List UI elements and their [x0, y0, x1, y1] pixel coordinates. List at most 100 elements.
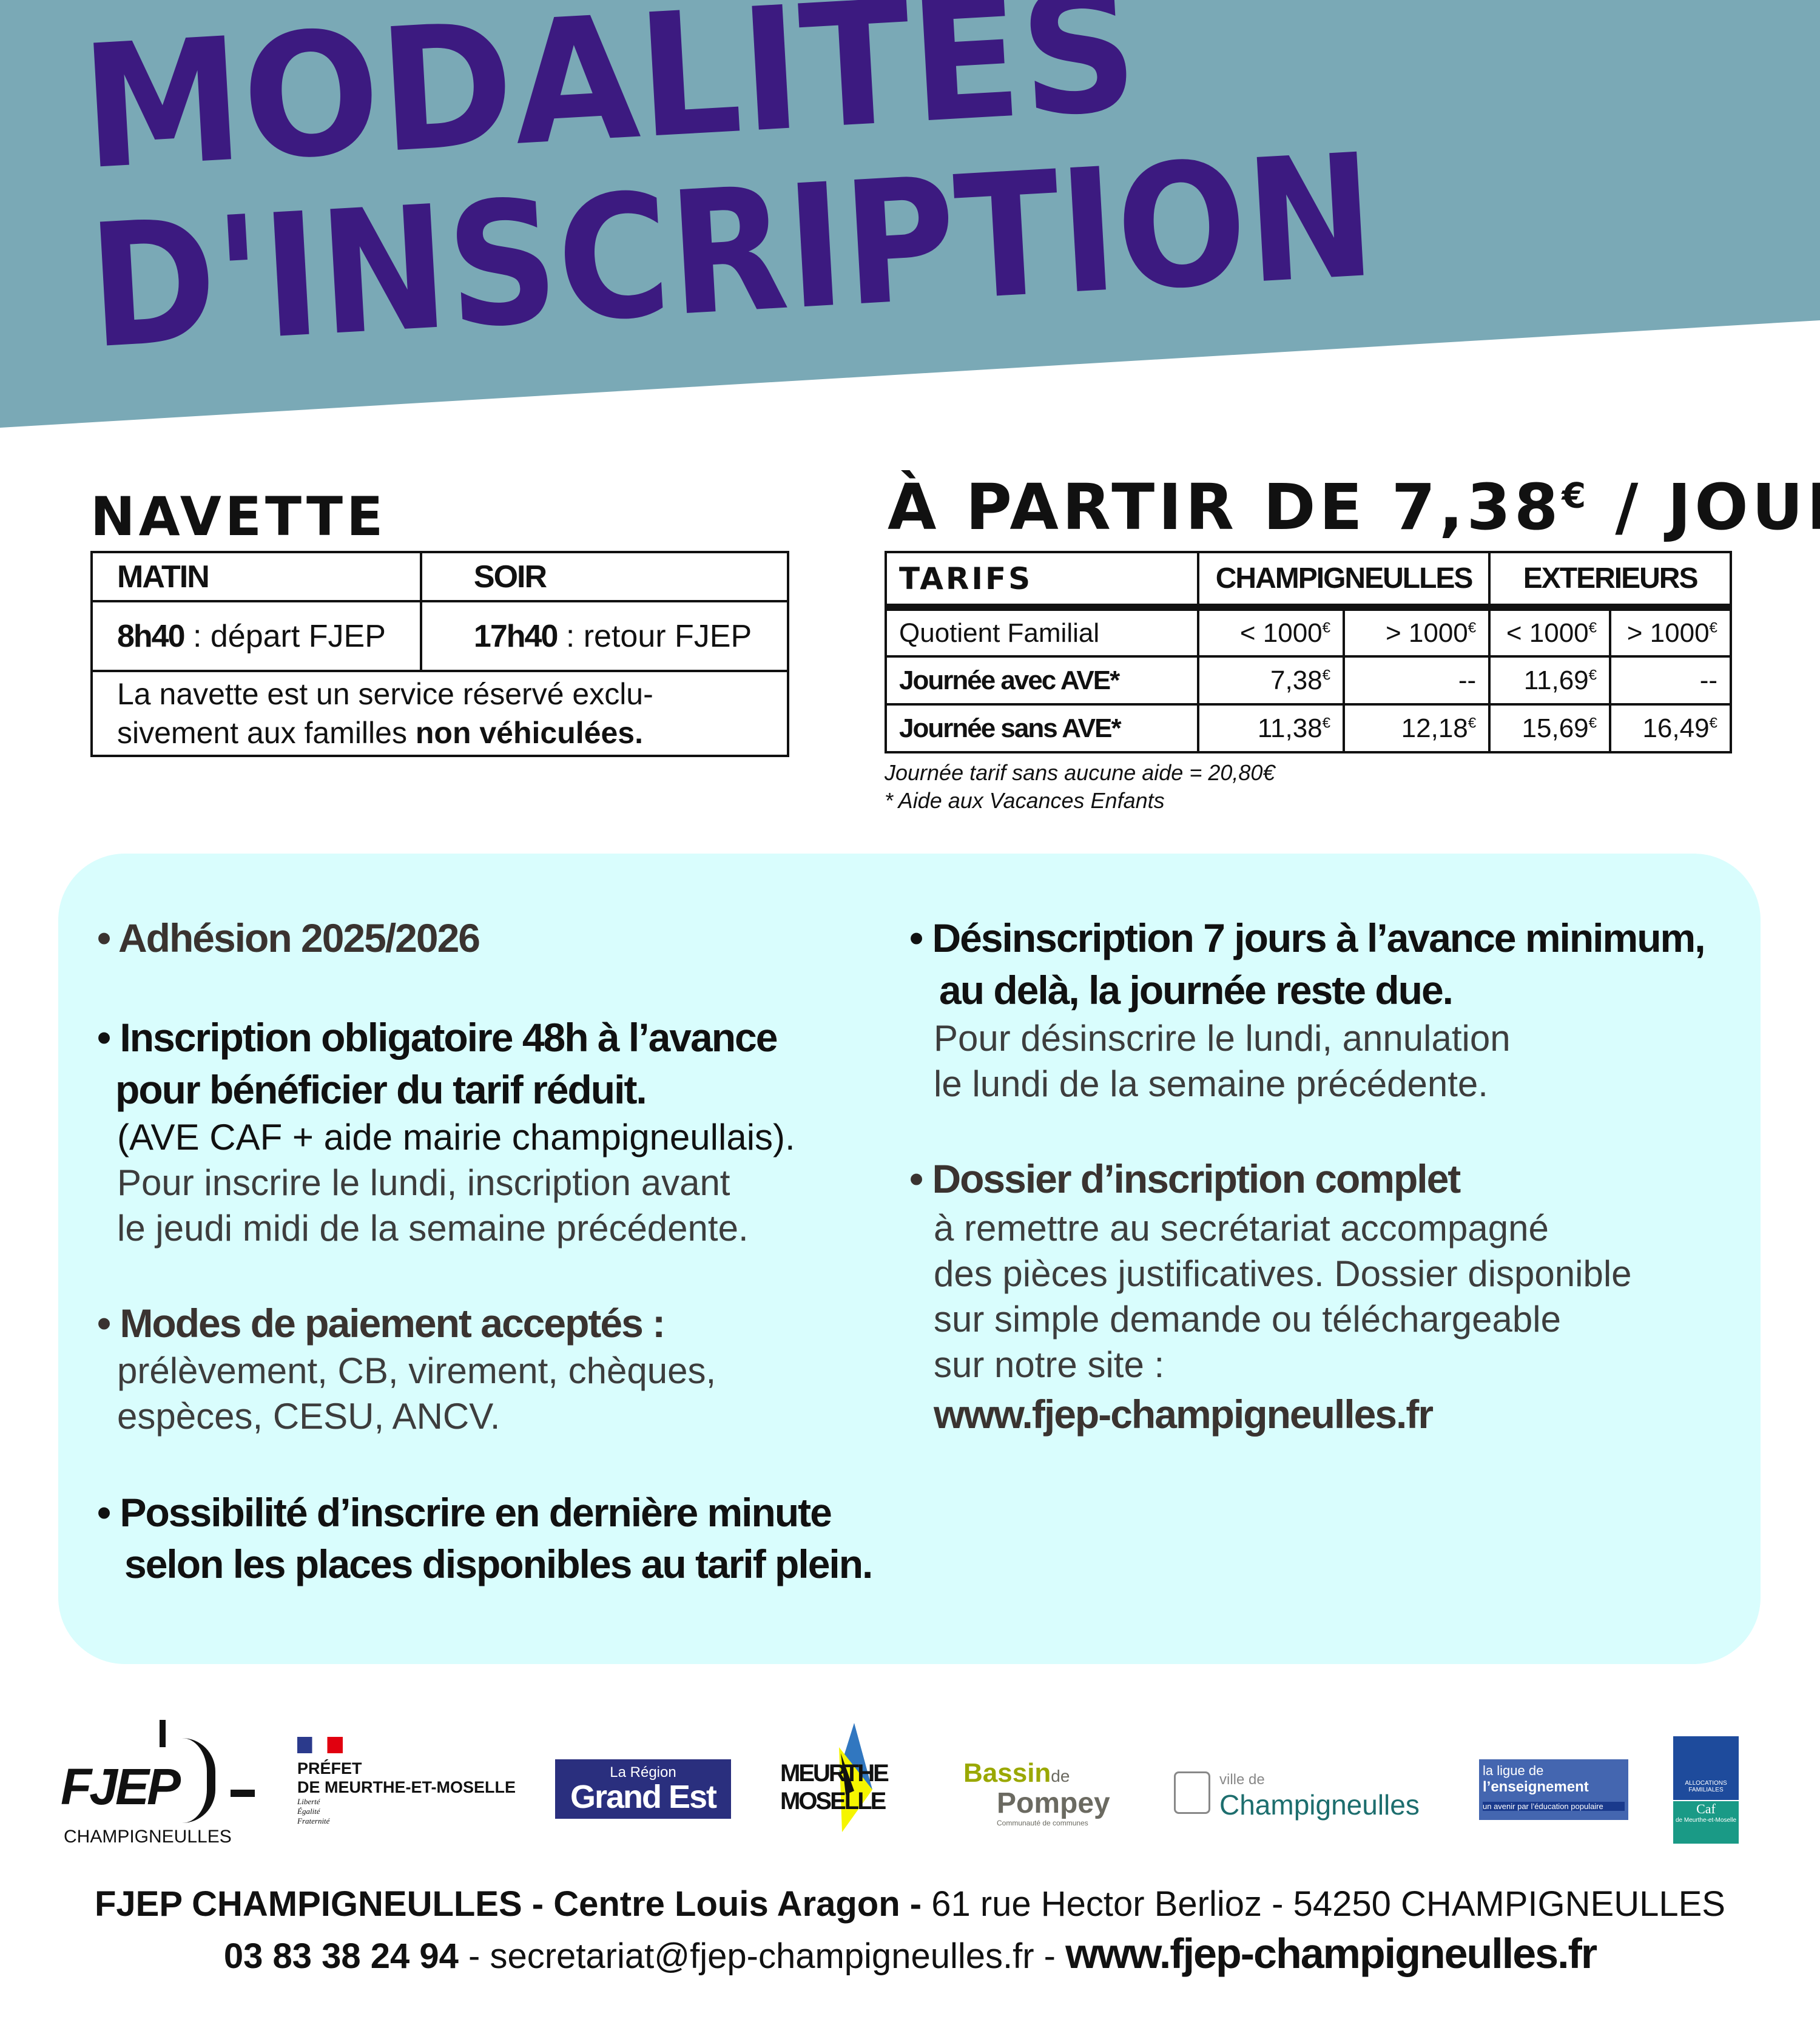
ligue-enseignement-logo: la ligue de l’enseignement un avenir par…: [1479, 1759, 1628, 1820]
navette-table: MATIN SOIR 8h40 : départ FJEP 17h40 : reto…: [90, 551, 790, 757]
euro-sign: €: [1588, 714, 1597, 731]
headline-euro: €: [1562, 476, 1590, 516]
time: 8h40: [117, 618, 186, 654]
meurthe-moselle-logo: MEURTHE MOSELLE: [763, 1723, 921, 1832]
tarif-cell: < 1000€: [1488, 606, 1612, 658]
pompey-text: Bassin: [963, 1758, 1051, 1788]
tarifs-header: TARIFS: [885, 551, 1199, 608]
row-label: Journée sans AVE*: [885, 703, 1199, 753]
footer-contact: 03 83 38 24 94 - secretariat@fjep-champi…: [0, 1929, 1820, 1978]
cell-value: 16,49: [1642, 713, 1710, 743]
ville-champigneulles-logo: ville de Champigneulles: [1219, 1771, 1420, 1821]
caf-green: Caf de Meurthe-et-Moselle: [1673, 1801, 1739, 1844]
desinscription-item: • Désinscription 7 jours à l’avance mini…: [909, 915, 1706, 960]
ville-text: ville de: [1219, 1771, 1265, 1788]
desinscription-detail: le lundi de la semaine précédente.: [934, 1063, 1488, 1104]
headline-price: 7,38: [1391, 470, 1562, 544]
ligue-text: la ligue de: [1483, 1763, 1544, 1778]
desc: : départ FJEP: [184, 618, 386, 654]
tarif-cell: 11,38€: [1196, 703, 1346, 753]
pompey-sub: Communauté de communes: [997, 1819, 1088, 1827]
fjep-text: FJEP: [61, 1758, 181, 1815]
inscription-item-2: pour bénéficier du tarif réduit.: [115, 1067, 647, 1112]
euro-sign: €: [1468, 619, 1477, 636]
cell-value: 15,69: [1522, 713, 1589, 743]
address: 61 rue Hector Berlioz - 54250 CHAMPIGNEU…: [922, 1884, 1725, 1924]
row-label: Journée avec AVE*: [885, 655, 1199, 706]
phone[interactable]: 03 83 38 24 94: [223, 1936, 459, 1976]
tarif-cell: < 1000€: [1196, 606, 1346, 658]
fjep-ray: [160, 1720, 166, 1747]
tarif-note: Journée tarif sans aucune aide = 20,80€: [885, 760, 1275, 785]
ville-text: Champigneulles: [1219, 1789, 1420, 1821]
tarif-cell: > 1000€: [1609, 606, 1732, 658]
sep: -: [458, 1936, 490, 1976]
inscription-detail: Pour inscrire le lundi, inscription avan…: [117, 1162, 730, 1203]
navette-title: NAVETTE: [90, 485, 387, 548]
dossier-detail: à remettre au secrétariat accompagné: [934, 1208, 1549, 1249]
note-bold: non véhiculées.: [415, 716, 643, 750]
cell-value: < 1000: [1506, 618, 1589, 648]
ave-footnote: * Aide aux Vacances Enfants: [885, 788, 1165, 813]
euro-sign: €: [1709, 619, 1717, 636]
prefet-text: DE MEURTHE-ET-MOSELLE: [297, 1778, 516, 1796]
euro-sign: €: [1468, 714, 1477, 731]
paiement-detail: prélèvement, CB, virement, chèques,: [117, 1350, 716, 1391]
dossier-detail: sur notre site :: [934, 1344, 1165, 1385]
cell-value: --: [1458, 665, 1477, 695]
soir-time: 17h40 : retour FJEP: [419, 600, 790, 672]
prefet-text: PRÉFET: [297, 1759, 362, 1778]
pompey-de: de: [1051, 1767, 1070, 1785]
grand-est-logo: La Région Grand Est: [555, 1759, 731, 1819]
paiement-item: • Modes de paiement acceptés :: [97, 1301, 666, 1346]
caf-logo: ALLOCATIONS FAMILIALES Caf de Meurthe-et-…: [1673, 1736, 1739, 1844]
exterieurs-header: EXTERIEURS: [1488, 551, 1732, 608]
email-link[interactable]: secretariat@fjep-champigneulles.fr: [490, 1936, 1034, 1976]
euro-sign: €: [1709, 714, 1717, 731]
paiement-detail: espèces, CESU, ANCV.: [117, 1396, 500, 1437]
champigneulles-crest-icon: [1174, 1771, 1210, 1814]
time: 17h40: [473, 618, 558, 654]
fjep-sub: CHAMPIGNEULLES: [64, 1827, 232, 1847]
info-panel: [58, 854, 1761, 1664]
note-text: La navette est un service réservé exclu-…: [117, 677, 653, 750]
sep: -: [1034, 1936, 1066, 1976]
inscription-detail: le jeudi midi de la semaine précédente.: [117, 1208, 749, 1249]
ligue-text: l’enseignement: [1483, 1779, 1589, 1795]
tarif-cell: > 1000€: [1343, 606, 1491, 658]
matin-time: 8h40 : départ FJEP: [90, 600, 422, 672]
footer-address: FJEP CHAMPIGNEULLES - Centre Louis Arago…: [0, 1884, 1820, 1924]
desinscription-detail: Pour désinscrire le lundi, annulation: [934, 1018, 1511, 1059]
org-name: FJEP CHAMPIGNEULLES - Centre Louis Arago…: [94, 1884, 922, 1924]
fjep-arc: [182, 1738, 215, 1823]
col-soir: SOIR: [419, 551, 790, 602]
website-link[interactable]: www.fjep-champigneulles.fr: [1065, 1930, 1597, 1977]
cell-value: 12,18: [1401, 713, 1468, 743]
devise: Fraternité: [297, 1816, 330, 1825]
region-text: Grand Est: [570, 1779, 717, 1815]
dossier-item: • Dossier d’inscription complet: [909, 1156, 1461, 1201]
price-headline: À PARTIR DE 7,38€ / JOUR: [888, 470, 1820, 544]
dept-shapes: [839, 1723, 872, 1832]
desinscription-item-2: au delà, la journée reste due.: [939, 968, 1454, 1013]
derniere-minute-item-2: selon les places disponibles au tarif pl…: [124, 1542, 873, 1586]
tarif-cell: 16,49€: [1609, 703, 1732, 753]
tarif-cell: --: [1343, 655, 1491, 706]
caf-text: ALLOCATIONS FAMILIALES: [1673, 1736, 1739, 1800]
adhesion-item: • Adhésion 2025/2026: [97, 915, 480, 960]
row-label: Quotient Familial: [885, 606, 1199, 658]
fjep-logo: FJEP CHAMPIGNEULLES: [61, 1720, 255, 1850]
dept-text: MEURTHE MOSELLE: [780, 1759, 889, 1815]
headline-post: / JOUR: [1615, 470, 1820, 544]
ligue-text: un avenir par l’éducation populaire: [1483, 1802, 1625, 1811]
website-link[interactable]: www.fjep-champigneulles.fr: [934, 1392, 1434, 1437]
cell-value: < 1000: [1239, 618, 1323, 648]
euro-sign: €: [1588, 666, 1597, 683]
derniere-minute-item: • Possibilité d’inscrire en dernière min…: [97, 1490, 832, 1535]
inscription-detail: (AVE CAF + aide mairie champigneullais).: [117, 1117, 795, 1158]
col-matin: MATIN: [90, 551, 422, 602]
caf-text: de Meurthe-et-Moselle: [1675, 1817, 1737, 1824]
prefet-logo: PRÉFET DE MEURTHE-ET-MOSELLE Liberté Éga…: [297, 1737, 528, 1826]
dept-line: MEURTHE: [780, 1760, 889, 1787]
caf-text: Caf: [1696, 1801, 1716, 1816]
